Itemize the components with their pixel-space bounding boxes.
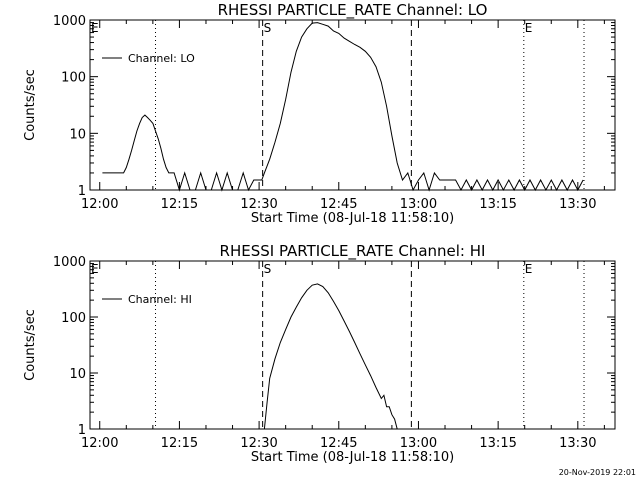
x-tick-label: 13:15 [479,436,516,451]
plot-frame [89,260,616,430]
x-tick-label: 12:15 [161,436,198,451]
legend-label: Channel: HI [128,293,192,306]
y-axis-label: Counts/sec [23,309,38,381]
x-axis-label: Start Time (08-Jul-18 11:58:10) [251,211,454,226]
x-tick-label: 13:30 [559,436,596,451]
x-tick-label: 12:30 [240,436,277,451]
marker-label: S [264,262,272,276]
marker-label: E [525,262,533,276]
plot-frame [89,19,616,191]
x-axis-label: Start Time (08-Jul-18 11:58:10) [251,450,454,465]
chart-panel-hi: RHESSI PARTICLE_RATE Channel: HI 1 10 100 10… [23,242,616,465]
y-tick-label: 10 [69,367,86,382]
y-tick-label: 100 [61,71,86,86]
y-axis-label: Counts/sec [23,69,38,141]
y-tick-label: 10 [69,127,86,142]
x-tick-label: 13:30 [559,197,596,212]
footer-date: 20-Nov-2019 22:01 [559,468,636,477]
legend-label: Channel: LO [128,52,195,65]
x-tick-label: 12:15 [161,197,198,212]
y-tick-label: 1 [78,184,86,199]
x-tick-label: 13:00 [400,436,437,451]
chart-title: RHESSI PARTICLE_RATE Channel: LO [218,1,488,20]
chart-title: RHESSI PARTICLE_RATE Channel: HI [220,242,486,261]
y-tick-label: 1 [78,423,86,438]
x-tick-label: 12:45 [320,197,357,212]
y-tick-label: 1000 [53,14,86,29]
x-tick-label: 13:15 [479,197,516,212]
series-line [263,283,398,430]
marker-label: E [525,21,533,35]
y-tick-label: 1000 [53,255,86,270]
x-tick-label: 12:00 [81,197,118,212]
marker-label: E [91,21,99,35]
x-tick-label: 13:00 [400,197,437,212]
marker-label: E [91,262,99,276]
y-tick-label: 100 [61,311,86,326]
marker-label: S [264,21,272,35]
x-tick-label: 12:00 [81,436,118,451]
x-tick-label: 12:30 [240,197,277,212]
series-line [102,22,584,192]
chart-panel-lo: RHESSI PARTICLE_RATE Channel: LO 1 10 100 10… [23,1,616,226]
x-tick-label: 12:45 [320,436,357,451]
